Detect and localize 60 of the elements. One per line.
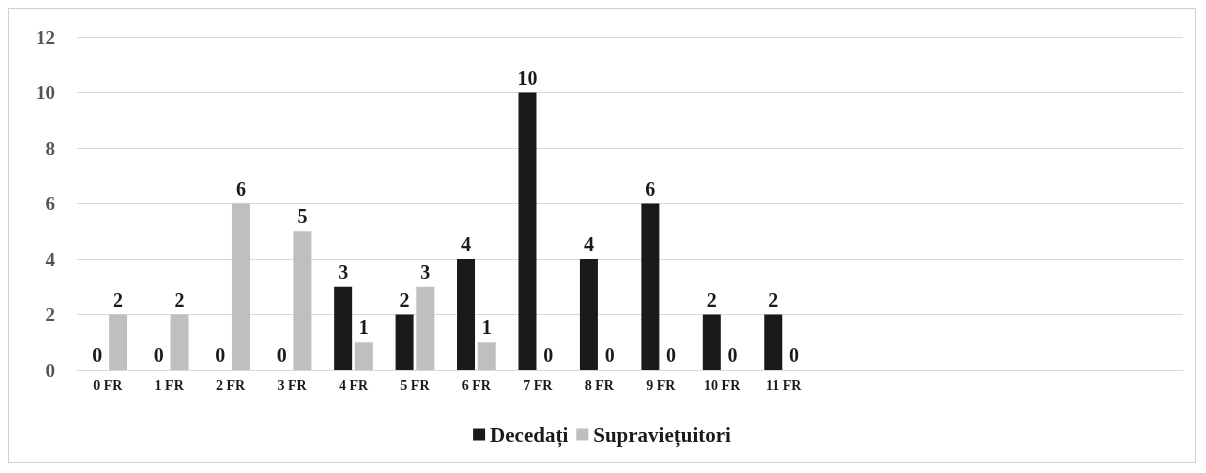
x-tick-label: 5 FR — [400, 377, 431, 393]
x-tick-label: 8 FR — [584, 377, 615, 393]
data-label: 1 — [358, 316, 369, 339]
bar — [231, 203, 250, 370]
bar — [518, 92, 537, 370]
bar — [764, 314, 783, 370]
x-tick-label: 1 FR — [154, 377, 185, 393]
data-label: 1 — [481, 316, 492, 339]
bar — [702, 314, 721, 370]
legend-label: Supraviețuitori — [593, 422, 732, 448]
bar — [170, 314, 189, 370]
bar — [109, 314, 128, 370]
data-label: 0 — [666, 344, 677, 366]
bar — [293, 231, 312, 370]
legend-label: Decedați — [490, 422, 569, 448]
bar — [579, 259, 598, 370]
data-label: 0 — [543, 344, 554, 366]
x-tick-label: 2 FR — [216, 377, 247, 393]
bar — [477, 342, 496, 370]
x-tick-label: 11 FR — [765, 377, 803, 393]
y-tick-label: 12 — [36, 26, 55, 48]
bar — [457, 259, 476, 370]
data-label: 2 — [174, 288, 185, 311]
x-tick-label: 4 FR — [338, 377, 369, 393]
x-tick-label: 7 FR — [523, 377, 554, 393]
data-label: 0 — [276, 344, 287, 366]
data-label: 3 — [338, 260, 349, 283]
data-label: 5 — [297, 205, 308, 228]
x-tick-label: 9 FR — [646, 377, 677, 393]
x-tick-label: 10 FR — [704, 377, 742, 393]
bar — [354, 342, 373, 370]
data-label: 0 — [727, 344, 738, 366]
y-tick-label: 6 — [45, 193, 55, 214]
data-label: 0 — [788, 344, 799, 366]
y-tick-label: 10 — [36, 82, 55, 103]
x-tick-label: 0 FR — [93, 377, 124, 393]
x-tick-label: 6 FR — [461, 377, 492, 393]
data-label: 0 — [215, 344, 226, 366]
y-tick-label: 8 — [45, 137, 55, 159]
bar — [641, 203, 660, 370]
data-label: 4 — [461, 233, 472, 255]
bar — [334, 286, 353, 370]
data-label: 2 — [113, 288, 124, 311]
data-label: 2 — [399, 288, 410, 311]
data-label: 0 — [153, 344, 164, 366]
data-label: 6 — [235, 177, 246, 200]
data-label: 3 — [420, 260, 431, 283]
data-label: 2 — [768, 288, 779, 311]
data-label: 0 — [92, 344, 103, 366]
y-tick-label: 0 — [45, 359, 55, 381]
y-tick-label: 4 — [45, 248, 56, 270]
x-tick-label: 3 FR — [277, 377, 308, 393]
data-label: 0 — [604, 344, 615, 366]
data-label: 4 — [583, 233, 594, 255]
bar — [395, 314, 414, 370]
data-label: 10 — [517, 66, 538, 89]
y-tick-label: 2 — [45, 304, 55, 325]
data-label: 6 — [645, 177, 656, 200]
data-label: 2 — [706, 288, 717, 311]
bar — [416, 286, 435, 370]
